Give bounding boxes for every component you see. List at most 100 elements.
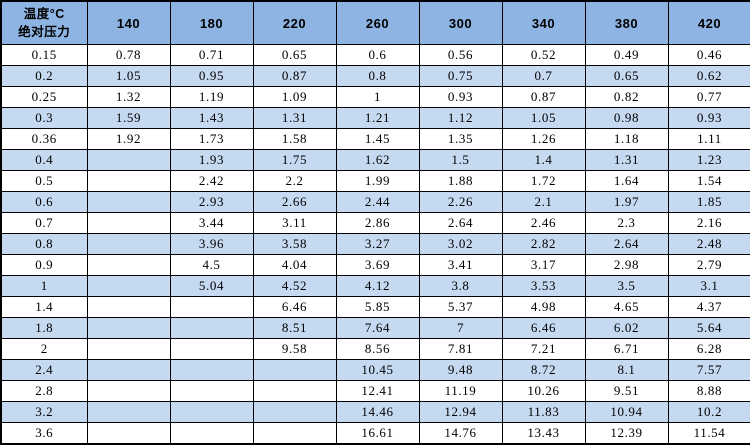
data-cell: 5.64 xyxy=(667,317,750,339)
data-cell: 1.12 xyxy=(418,107,503,129)
data-cell xyxy=(169,401,254,423)
data-cell: 3.27 xyxy=(335,233,420,255)
data-cell xyxy=(169,422,254,445)
data-cell: 3.8 xyxy=(418,275,503,297)
data-cell xyxy=(86,317,171,339)
data-cell xyxy=(169,296,254,318)
table-row: 0.73.443.112.862.642.462.32.162.04 xyxy=(0,212,750,234)
row-label-cell: 2 xyxy=(0,338,88,360)
data-cell: 0.87 xyxy=(252,65,337,87)
data-cell xyxy=(86,401,171,423)
data-cell: 0.8 xyxy=(335,65,420,87)
row-label-cell: 3.2 xyxy=(0,401,88,423)
data-cell: 2.44 xyxy=(335,191,420,213)
data-cell: 13.43 xyxy=(501,422,586,445)
data-cell: 1.35 xyxy=(418,128,503,150)
corner-header-pressure-label: 绝对压力 xyxy=(18,25,71,39)
column-header-5: 340 xyxy=(501,0,586,45)
data-cell xyxy=(86,149,171,171)
data-cell: 0.95 xyxy=(169,65,254,87)
data-cell xyxy=(252,359,337,381)
data-cell: 12.41 xyxy=(335,380,420,402)
corner-header-temperature-label: 温度°C xyxy=(23,7,65,21)
data-cell: 1.11 xyxy=(667,128,750,150)
data-cell: 7 xyxy=(418,317,503,339)
table-row: 2.410.459.488.728.17.577.12 xyxy=(0,359,750,381)
data-cell: 2.46 xyxy=(501,212,586,234)
data-cell: 3.96 xyxy=(169,233,254,255)
data-cell: 16.61 xyxy=(335,422,420,445)
data-cell: 2.86 xyxy=(335,212,420,234)
data-cell: 1.09 xyxy=(252,86,337,108)
data-cell xyxy=(169,317,254,339)
data-cell: 4.37 xyxy=(667,296,750,318)
row-label-cell: 0.5 xyxy=(0,170,88,192)
table-row: 0.83.963.583.273.022.822.642.482.34 xyxy=(0,233,750,255)
data-cell xyxy=(252,380,337,402)
data-cell: 3.58 xyxy=(252,233,337,255)
data-cell xyxy=(252,422,337,445)
data-cell: 1.43 xyxy=(169,107,254,129)
data-cell: 10.94 xyxy=(584,401,669,423)
data-cell: 0.6 xyxy=(335,44,420,66)
row-label-cell: 0.15 xyxy=(0,44,88,66)
data-cell: 1.54 xyxy=(667,170,750,192)
data-cell: 1.93 xyxy=(169,149,254,171)
data-cell: 1.18 xyxy=(584,128,669,150)
column-header-0: 140 xyxy=(86,0,171,45)
data-cell: 1.59 xyxy=(86,107,171,129)
table-row: 0.62.932.662.442.262.11.971.851.75 xyxy=(0,191,750,213)
data-cell: 10.26 xyxy=(501,380,586,402)
data-cell: 1.88 xyxy=(418,170,503,192)
data-cell: 1.85 xyxy=(667,191,750,213)
row-label-cell: 0.25 xyxy=(0,86,88,108)
data-cell: 11.19 xyxy=(418,380,503,402)
data-cell: 2.3 xyxy=(584,212,669,234)
column-header-7: 420 xyxy=(667,0,750,45)
data-cell: 0.71 xyxy=(169,44,254,66)
data-cell: 1.31 xyxy=(252,107,337,129)
data-cell: 3.17 xyxy=(501,254,586,276)
data-cell: 3.5 xyxy=(584,275,669,297)
data-cell: 2.98 xyxy=(584,254,669,276)
data-cell: 6.28 xyxy=(667,338,750,360)
data-cell: 6.46 xyxy=(501,317,586,339)
data-cell: 11.83 xyxy=(501,401,586,423)
column-header-2: 220 xyxy=(252,0,337,45)
table-row: 0.41.931.751.621.51.41.311.231.16 xyxy=(0,149,750,171)
data-cell: 2.2 xyxy=(252,170,337,192)
data-cell: 9.58 xyxy=(252,338,337,360)
data-cell: 8.1 xyxy=(584,359,669,381)
data-cell: 3.02 xyxy=(418,233,503,255)
data-cell: 1 xyxy=(335,86,420,108)
data-cell: 3.41 xyxy=(418,254,503,276)
column-header-4: 300 xyxy=(418,0,503,45)
data-cell xyxy=(86,191,171,213)
data-cell: 8.88 xyxy=(667,380,750,402)
row-label-cell: 0.8 xyxy=(0,233,88,255)
table-row: 0.31.591.431.311.211.121.050.980.930.87 xyxy=(0,107,750,129)
data-cell: 7.57 xyxy=(667,359,750,381)
data-cell: 10.45 xyxy=(335,359,420,381)
data-cell: 1.23 xyxy=(667,149,750,171)
data-cell: 5.04 xyxy=(169,275,254,297)
data-cell: 0.77 xyxy=(667,86,750,108)
data-cell xyxy=(86,254,171,276)
data-cell xyxy=(169,359,254,381)
table-header: 温度°C 绝对压力 140 180 220 260 300 340 380 42… xyxy=(0,0,750,45)
data-cell: 1.75 xyxy=(252,149,337,171)
data-cell: 4.52 xyxy=(252,275,337,297)
data-cell: 2.16 xyxy=(667,212,750,234)
data-cell: 12.39 xyxy=(584,422,669,445)
data-cell xyxy=(86,170,171,192)
data-cell xyxy=(86,380,171,402)
data-cell: 1.45 xyxy=(335,128,420,150)
data-cell: 0.56 xyxy=(418,44,503,66)
data-cell: 4.12 xyxy=(335,275,420,297)
data-cell: 0.98 xyxy=(584,107,669,129)
row-label-cell: 0.6 xyxy=(0,191,88,213)
